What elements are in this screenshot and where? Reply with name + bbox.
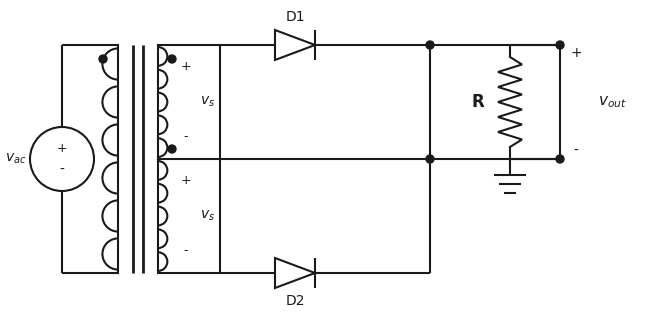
Circle shape [426, 41, 434, 49]
Text: D1: D1 [285, 10, 305, 24]
Text: $v_s$: $v_s$ [201, 95, 215, 109]
Text: -: - [184, 131, 188, 144]
Text: $v_s$: $v_s$ [201, 209, 215, 223]
Text: -: - [184, 244, 188, 257]
Text: $v_{ac}$: $v_{ac}$ [5, 152, 26, 166]
Text: +: + [57, 143, 67, 156]
Text: R: R [471, 93, 484, 111]
Circle shape [168, 145, 176, 153]
Circle shape [556, 155, 564, 163]
Text: +: + [181, 61, 192, 74]
Text: -: - [59, 163, 64, 177]
Text: D2: D2 [285, 294, 304, 308]
Text: +: + [181, 174, 192, 187]
Circle shape [426, 155, 434, 163]
Text: -: - [573, 144, 579, 158]
Text: +: + [570, 46, 582, 60]
Circle shape [99, 55, 107, 63]
Text: $v_{out}$: $v_{out}$ [597, 94, 626, 110]
Circle shape [556, 41, 564, 49]
Circle shape [168, 55, 176, 63]
